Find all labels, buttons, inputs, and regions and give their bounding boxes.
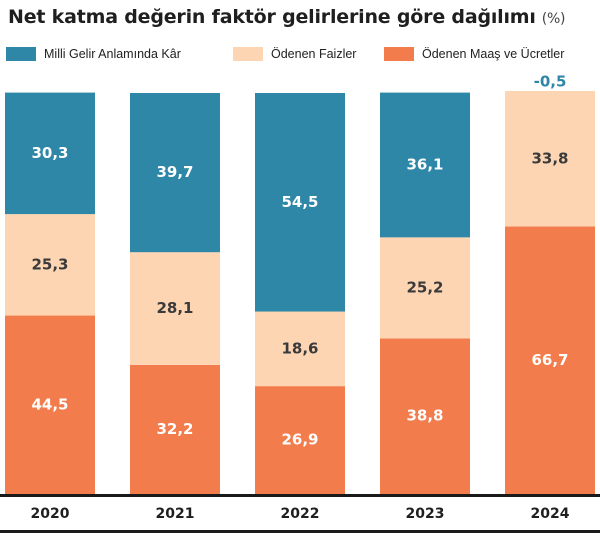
legend: Milli Gelir Anlamında Kâr Ödenen Faizler… [6, 47, 596, 67]
bar-maas-2023 [380, 338, 470, 494]
title-text: Net katma değerin faktör gelirlerine gör… [8, 6, 536, 28]
legend-item-kar: Milli Gelir Anlamında Kâr [6, 47, 181, 61]
legend-swatch-kar [6, 47, 36, 61]
label-maas-2023: 38,8 [406, 407, 443, 425]
label-maas-2022: 26,9 [281, 431, 318, 449]
label-faiz-2022: 18,6 [281, 339, 318, 357]
legend-item-maas: Ödenen Maaş ve Ücretler [384, 47, 564, 61]
title-unit: (%) [541, 11, 566, 27]
legend-item-faiz: Ödenen Faizler [233, 47, 356, 61]
category-label-2020: 2020 [31, 506, 70, 522]
label-maas-2020: 44,5 [31, 395, 68, 413]
bar-kar-2023 [380, 92, 470, 238]
label-kar-2021: 39,7 [156, 163, 193, 181]
bar-faiz-2020 [5, 214, 95, 316]
bar-kar-2022 [255, 93, 345, 312]
legend-label-maas: Ödenen Maaş ve Ücretler [422, 47, 565, 61]
bar-maas-2022 [255, 386, 345, 494]
label-kar-2022: 54,5 [281, 193, 318, 211]
label-faiz-2020: 25,3 [31, 255, 68, 273]
bar-maas-2020 [5, 315, 95, 494]
x-axis-line [0, 494, 600, 497]
bottom-rule [0, 530, 600, 533]
label-maas-2021: 32,2 [156, 420, 193, 438]
category-label-2024: 2024 [531, 506, 570, 522]
label-kar-2023: 36,1 [406, 155, 443, 173]
chart-title: Net katma değerin faktör gelirlerine gör… [8, 6, 566, 28]
legend-swatch-faiz [233, 47, 263, 61]
bar-kar-2021 [130, 93, 220, 253]
label-faiz-2021: 28,1 [156, 299, 193, 317]
legend-label-kar: Milli Gelir Anlamında Kâr [44, 47, 181, 61]
category-label-2023: 2023 [406, 506, 445, 522]
category-label-2021: 2021 [156, 506, 195, 522]
legend-swatch-maas [384, 47, 414, 61]
bar-kar-2020 [5, 92, 95, 215]
category-label-2022: 2022 [281, 506, 320, 522]
label-kar-2024: -0,5 [534, 72, 567, 90]
bar-maas-2021 [130, 364, 220, 494]
label-kar-2020: 30,3 [31, 144, 68, 162]
label-faiz-2023: 25,2 [406, 278, 443, 296]
bar-faiz-2023 [380, 237, 470, 339]
bar-maas-2024 [505, 226, 595, 494]
bar-faiz-2021 [130, 252, 220, 365]
label-maas-2024: 66,7 [531, 351, 568, 369]
bar-faiz-2022 [255, 311, 345, 387]
label-faiz-2024: 33,8 [531, 149, 568, 167]
legend-label-faiz: Ödenen Faizler [271, 47, 357, 61]
bar-faiz-2024 [505, 90, 595, 227]
